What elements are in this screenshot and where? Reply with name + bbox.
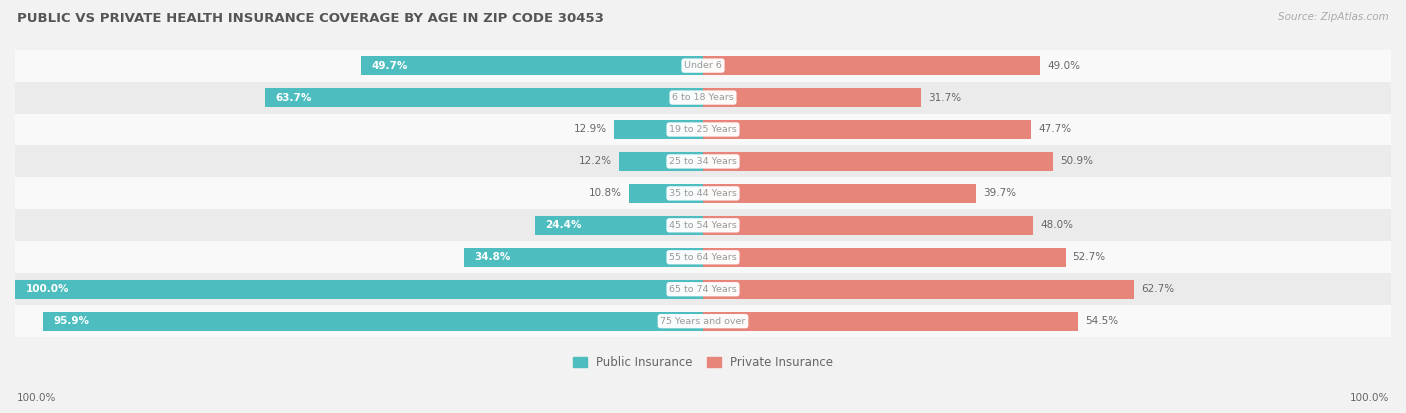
Text: Source: ZipAtlas.com: Source: ZipAtlas.com [1278, 12, 1389, 22]
Text: 54.5%: 54.5% [1085, 316, 1118, 326]
Bar [15, 145, 1391, 178]
Text: 63.7%: 63.7% [276, 93, 312, 102]
Text: 24.4%: 24.4% [546, 220, 582, 230]
Bar [703, 56, 1040, 75]
Bar [703, 184, 976, 203]
Text: Under 6: Under 6 [685, 61, 721, 70]
Text: 100.0%: 100.0% [1350, 393, 1389, 403]
Text: PUBLIC VS PRIVATE HEALTH INSURANCE COVERAGE BY AGE IN ZIP CODE 30453: PUBLIC VS PRIVATE HEALTH INSURANCE COVER… [17, 12, 603, 25]
Bar [15, 241, 1391, 273]
Legend: Public Insurance, Private Insurance: Public Insurance, Private Insurance [568, 351, 838, 373]
Text: 65 to 74 Years: 65 to 74 Years [669, 285, 737, 294]
Text: 31.7%: 31.7% [928, 93, 962, 102]
Text: 100.0%: 100.0% [17, 393, 56, 403]
Bar [15, 209, 1391, 241]
Bar [614, 120, 703, 139]
Bar [15, 273, 1391, 305]
Text: 52.7%: 52.7% [1073, 252, 1105, 262]
Bar [536, 216, 703, 235]
Text: 6 to 18 Years: 6 to 18 Years [672, 93, 734, 102]
Text: 34.8%: 34.8% [474, 252, 510, 262]
Bar [628, 184, 703, 203]
Text: 100.0%: 100.0% [25, 284, 69, 294]
Bar [703, 311, 1078, 331]
Bar [15, 305, 1391, 337]
Text: 75 Years and over: 75 Years and over [661, 317, 745, 326]
Bar [15, 280, 703, 299]
Bar [15, 114, 1391, 145]
Text: 62.7%: 62.7% [1142, 284, 1174, 294]
Bar [703, 120, 1031, 139]
Text: 49.7%: 49.7% [371, 61, 408, 71]
Bar [264, 88, 703, 107]
Text: 45 to 54 Years: 45 to 54 Years [669, 221, 737, 230]
Text: 48.0%: 48.0% [1040, 220, 1073, 230]
Bar [703, 216, 1033, 235]
Bar [703, 248, 1066, 267]
Text: 55 to 64 Years: 55 to 64 Years [669, 253, 737, 262]
Text: 95.9%: 95.9% [53, 316, 90, 326]
Text: 47.7%: 47.7% [1038, 124, 1071, 135]
Bar [703, 280, 1135, 299]
Bar [703, 88, 921, 107]
Text: 10.8%: 10.8% [589, 188, 621, 198]
Text: 50.9%: 50.9% [1060, 157, 1092, 166]
Bar [15, 50, 1391, 82]
Bar [44, 311, 703, 331]
Bar [15, 82, 1391, 114]
Text: 39.7%: 39.7% [983, 188, 1017, 198]
Bar [15, 178, 1391, 209]
Text: 12.9%: 12.9% [574, 124, 607, 135]
Text: 35 to 44 Years: 35 to 44 Years [669, 189, 737, 198]
Bar [464, 248, 703, 267]
Text: 49.0%: 49.0% [1047, 61, 1080, 71]
Bar [619, 152, 703, 171]
Bar [361, 56, 703, 75]
Text: 25 to 34 Years: 25 to 34 Years [669, 157, 737, 166]
Text: 12.2%: 12.2% [579, 157, 612, 166]
Bar [703, 152, 1053, 171]
Text: 19 to 25 Years: 19 to 25 Years [669, 125, 737, 134]
